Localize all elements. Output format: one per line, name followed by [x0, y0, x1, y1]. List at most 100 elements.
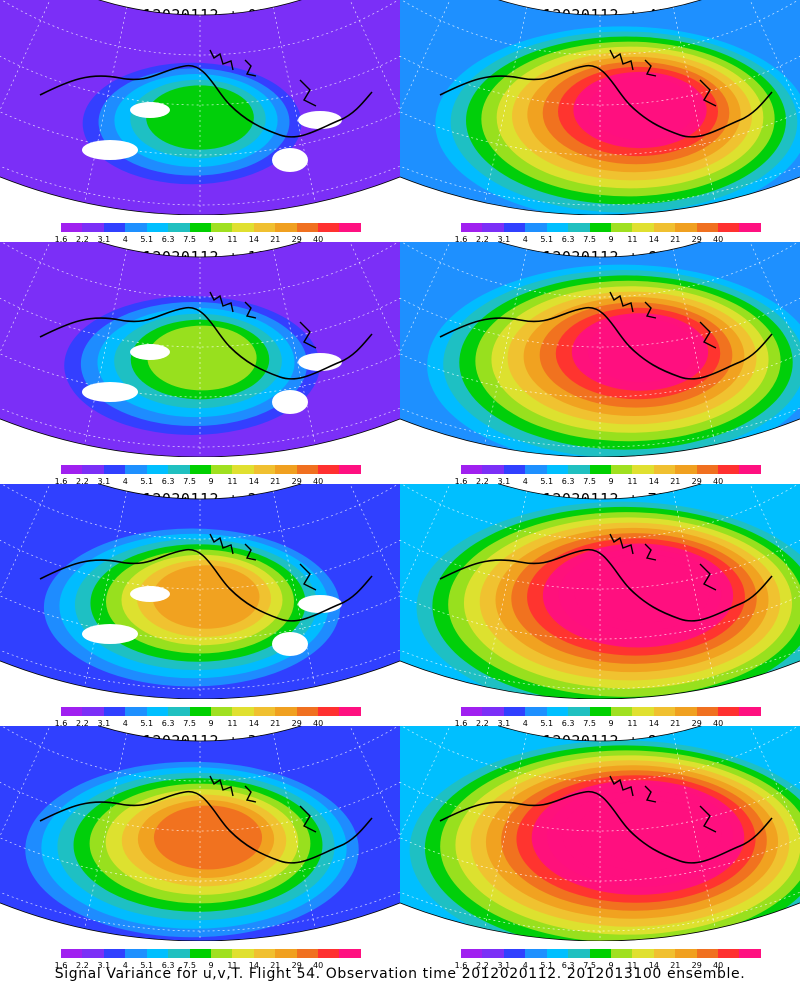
- colorbar-segment: [610, 465, 633, 474]
- colorbar-segment: [61, 707, 83, 716]
- colorbar-segment: [739, 465, 761, 474]
- colorbar-tick-label: 1.6: [454, 235, 468, 244]
- colorbar-segment: [482, 465, 504, 474]
- colorbar-tick-label: 7.5: [583, 961, 596, 970]
- colorbar-tick-label: 40: [713, 235, 724, 244]
- colorbar-segment: [610, 949, 633, 958]
- colorbar-segment: [739, 223, 761, 232]
- colorbar-tick-label: 3.1: [97, 961, 111, 970]
- colorbar-segment: [525, 223, 547, 232]
- map-panel: 2012020112 + 12h 1.6 2.2 3.1 4 5.1 6.3 7.5 9 11 14…: [0, 242, 400, 486]
- colorbar-tick-label: 1.6: [54, 719, 68, 728]
- colorbar-segment: [503, 223, 526, 232]
- colorbar-segment: [461, 223, 483, 232]
- colorbar-segment: [61, 223, 83, 232]
- variance-map: [400, 0, 800, 215]
- colorbar-segment: [461, 949, 483, 958]
- colorbar-tick-label: 21: [270, 719, 281, 728]
- colorbar-tick-label: 29: [291, 235, 302, 244]
- colorbar-tick-label: 14: [248, 719, 259, 728]
- colorbar-segment: [210, 223, 233, 232]
- colorbar-tick-label: 4: [522, 719, 528, 728]
- colorbar-tick-label: 29: [691, 235, 702, 244]
- colorbar-segment: [296, 707, 319, 716]
- colorbar-tick-label: 6.3: [161, 961, 175, 970]
- colorbar-segment: [146, 949, 169, 958]
- colorbar-tick-label: 14: [648, 235, 659, 244]
- colorbar-segment: [232, 465, 254, 474]
- colorbar-tick-label: 6.3: [561, 719, 575, 728]
- map-panel: 2012020112 + 24h 1.6 2.2 3.1 4 5.1 6.3 7.5 9 11 14…: [0, 484, 400, 729]
- colorbar-tick-label: 29: [291, 719, 302, 728]
- colorbar-tick-label: 7.5: [183, 477, 196, 486]
- figure-caption: Signal Variance for u,v,T. Flight 54. Ob…: [54, 966, 746, 982]
- colorbar-segment: [296, 223, 319, 232]
- colorbar-tick-label: 14: [648, 719, 659, 728]
- colorbar-tick-label: 21: [270, 235, 281, 244]
- colorbar-segment: [318, 707, 340, 716]
- colorbar-segment: [232, 707, 254, 716]
- colorbar-tick-label: 1.6: [54, 477, 68, 486]
- colorbar-tick-label: 5.1: [540, 961, 554, 970]
- colorbar-tick-label: 21: [270, 477, 281, 486]
- colorbar-tick-label: 40: [713, 961, 724, 970]
- colorbar-tick-label: 3.1: [97, 477, 111, 486]
- colorbar-segment: [125, 707, 147, 716]
- colorbar-tick-label: 4: [522, 235, 528, 244]
- colorbar-segment: [275, 949, 297, 958]
- colorbar-tick-label: 21: [270, 961, 281, 970]
- colorbar-tick-label: 5.1: [140, 719, 154, 728]
- colorbar-segment: [568, 707, 590, 716]
- colorbar: [461, 223, 761, 232]
- colorbar-tick-label: 3.1: [497, 961, 511, 970]
- colorbar-tick-label: 1.6: [454, 477, 468, 486]
- colorbar-segment: [718, 465, 740, 474]
- colorbar-segment: [546, 223, 569, 232]
- colorbar-tick-label: 4: [122, 235, 128, 244]
- colorbar-segment: [589, 465, 611, 474]
- colorbar: [61, 949, 361, 958]
- colorbar-segment: [210, 707, 233, 716]
- colorbar-segment: [503, 465, 526, 474]
- variance-map: [0, 484, 400, 699]
- colorbar-tick-label: 11: [227, 477, 238, 486]
- colorbar-segment: [675, 465, 697, 474]
- colorbar-segment: [103, 465, 126, 474]
- colorbar-tick-label: 40: [313, 235, 324, 244]
- colorbar-tick-label: 9: [208, 961, 214, 970]
- colorbar-segment: [189, 949, 211, 958]
- colorbar-segment: [718, 223, 740, 232]
- colorbar-segment: [189, 707, 211, 716]
- colorbar-tick-label: 11: [227, 235, 238, 244]
- colorbar-tick-label: 1.6: [54, 235, 68, 244]
- colorbar: [461, 949, 761, 958]
- colorbar-tick-label: 5.1: [140, 235, 154, 244]
- colorbar-segment: [675, 949, 697, 958]
- colorbar-tick-label: 21: [670, 477, 681, 486]
- colorbar-segment: [525, 707, 547, 716]
- colorbar-segment: [632, 223, 654, 232]
- colorbar-tick-label: 2.2: [76, 719, 89, 728]
- colorbar-tick-label: 1.6: [454, 719, 468, 728]
- colorbar-tick-label: 9: [208, 719, 214, 728]
- colorbar-tick-label: 5.1: [140, 477, 154, 486]
- colorbar: [61, 465, 361, 474]
- colorbar-tick-label: 9: [208, 235, 214, 244]
- colorbar-tick-label: 3.1: [497, 719, 511, 728]
- variance-map: [0, 0, 400, 215]
- colorbar-segment: [696, 949, 719, 958]
- colorbar-segment: [718, 707, 740, 716]
- colorbar-tick-label: 2.2: [476, 719, 489, 728]
- colorbar-tick-label: 2.2: [476, 961, 489, 970]
- colorbar-segment: [482, 707, 504, 716]
- colorbar-tick-label: 11: [227, 719, 238, 728]
- colorbar-segment: [189, 223, 211, 232]
- colorbar-segment: [339, 465, 361, 474]
- colorbar-tick-label: 5.1: [540, 477, 554, 486]
- colorbar-segment: [482, 949, 504, 958]
- colorbar-labels: 1.6 2.2 3.1 4 5.1 6.3 7.5 9 11 14 21 29 40: [55, 719, 361, 729]
- colorbar-segment: [610, 707, 633, 716]
- colorbar-segment: [568, 949, 590, 958]
- colorbar-tick-label: 4: [122, 961, 128, 970]
- colorbar-segment: [253, 223, 276, 232]
